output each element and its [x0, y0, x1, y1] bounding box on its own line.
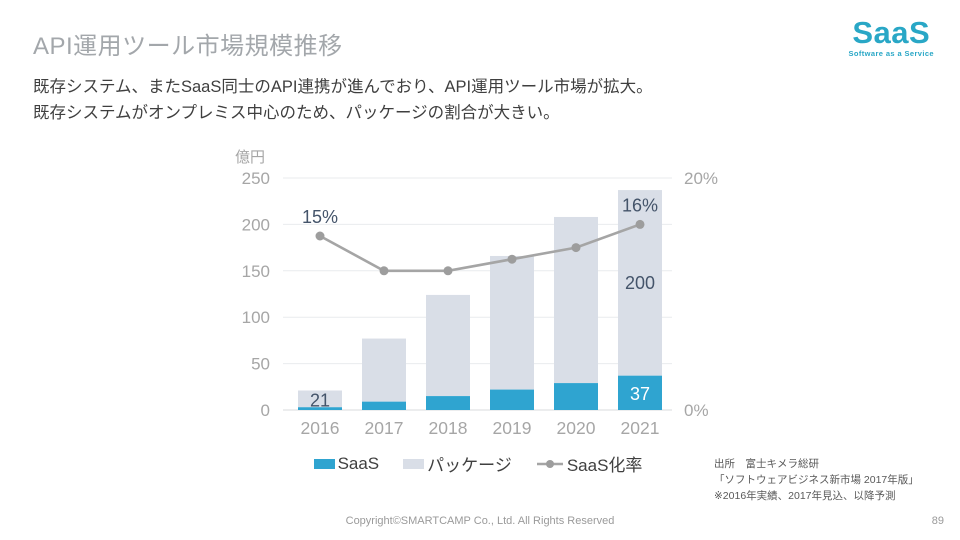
right-axis-tick-label: 20%	[684, 169, 718, 188]
y-axis-tick-label: 200	[242, 215, 270, 234]
x-axis-label: 2019	[493, 418, 532, 438]
legend-item-package: パッケージ	[403, 451, 512, 476]
bar-saas-2017	[362, 401, 406, 410]
copyright-footer: Copyright©SMARTCAMP Co., Ltd. All Rights…	[345, 515, 615, 527]
bar-package-2018	[426, 294, 470, 397]
y-axis-unit-label: 億円	[235, 149, 265, 166]
x-axis-label: 2017	[365, 418, 404, 438]
y-axis-tick-label: 100	[242, 308, 270, 327]
package-swatch-icon	[403, 458, 425, 469]
y-axis-tick-label: 150	[242, 262, 270, 281]
bar-saas-2021	[618, 375, 662, 410]
x-axis-label: 2016	[301, 418, 340, 438]
x-axis-label: 2020	[557, 418, 596, 438]
x-axis-label: 2018	[429, 418, 468, 438]
y-axis-tick-label: 0	[261, 401, 270, 420]
line-marker	[571, 243, 581, 253]
bar-package-2017	[362, 338, 406, 402]
bar-saas-2018	[426, 396, 470, 410]
saas-logo-text: SaaS	[852, 15, 931, 50]
saas-swatch-icon	[313, 458, 335, 469]
line-marker	[379, 266, 389, 276]
source-note: 出所 富士キメラ総研 「ソフトウェアビジネス新市場 2017年版」 ※2016年…	[714, 456, 919, 504]
right-axis-tick-label: 0%	[684, 401, 709, 420]
body-line-2: 既存システムがオンプレミス中心のため、パッケージの割合が大きい。	[33, 104, 560, 122]
data-label-rate-2016: 15%	[302, 207, 338, 227]
page-number: 89	[931, 515, 944, 527]
bar-package-2016	[298, 390, 342, 408]
body-line-1: 既存システム、またSaaS同士のAPI連携が進んでおり、API運用ツール市場が拡…	[33, 78, 653, 96]
line-marker-icon	[536, 459, 563, 468]
x-axis-label: 2021	[621, 418, 660, 438]
y-axis-tick-label: 50	[251, 355, 270, 374]
line-marker	[443, 266, 453, 276]
source-line-3: ※2016年実績、2017年見込、以降予測	[714, 490, 896, 502]
line-marker	[635, 219, 645, 229]
data-label-saas-2021: 37	[630, 384, 650, 404]
page-title: API運用ツール市場規模推移	[33, 33, 343, 60]
bar-saas-2019	[490, 389, 534, 410]
slide-body-text: 既存システム、またSaaS同士のAPI連携が進んでおり、API運用ツール市場が拡…	[33, 74, 653, 126]
line-marker	[507, 254, 517, 264]
legend-label-saas: SaaS	[337, 453, 380, 473]
bar-package-2019	[490, 255, 534, 390]
saas-logo-tagline: Software as a Service	[848, 49, 934, 58]
source-line-2: 「ソフトウェアビジネス新市場 2017年版」	[714, 474, 919, 486]
line-marker	[315, 231, 325, 241]
saas-logo: SaaS Software as a Service	[848, 15, 934, 58]
data-label-rate-2021: 16%	[622, 195, 658, 215]
data-label-package-2021: 200	[625, 273, 655, 293]
legend-label-rate: SaaS化率	[566, 456, 643, 475]
saas-rate-line	[319, 223, 641, 273]
legend-label-package: パッケージ	[427, 456, 512, 475]
data-label-total-2016: 21	[310, 391, 330, 411]
legend-item-saas: SaaS	[313, 453, 380, 474]
bar-saas-2020	[554, 383, 598, 410]
legend-item-rate: SaaS化率	[536, 451, 643, 476]
chart-legend: SaaS パッケージ SaaS化率	[283, 451, 673, 476]
bar-saas-2016	[298, 407, 342, 410]
source-line-1: 出所 富士キメラ総研	[714, 458, 819, 470]
y-axis-tick-label: 250	[242, 169, 270, 188]
